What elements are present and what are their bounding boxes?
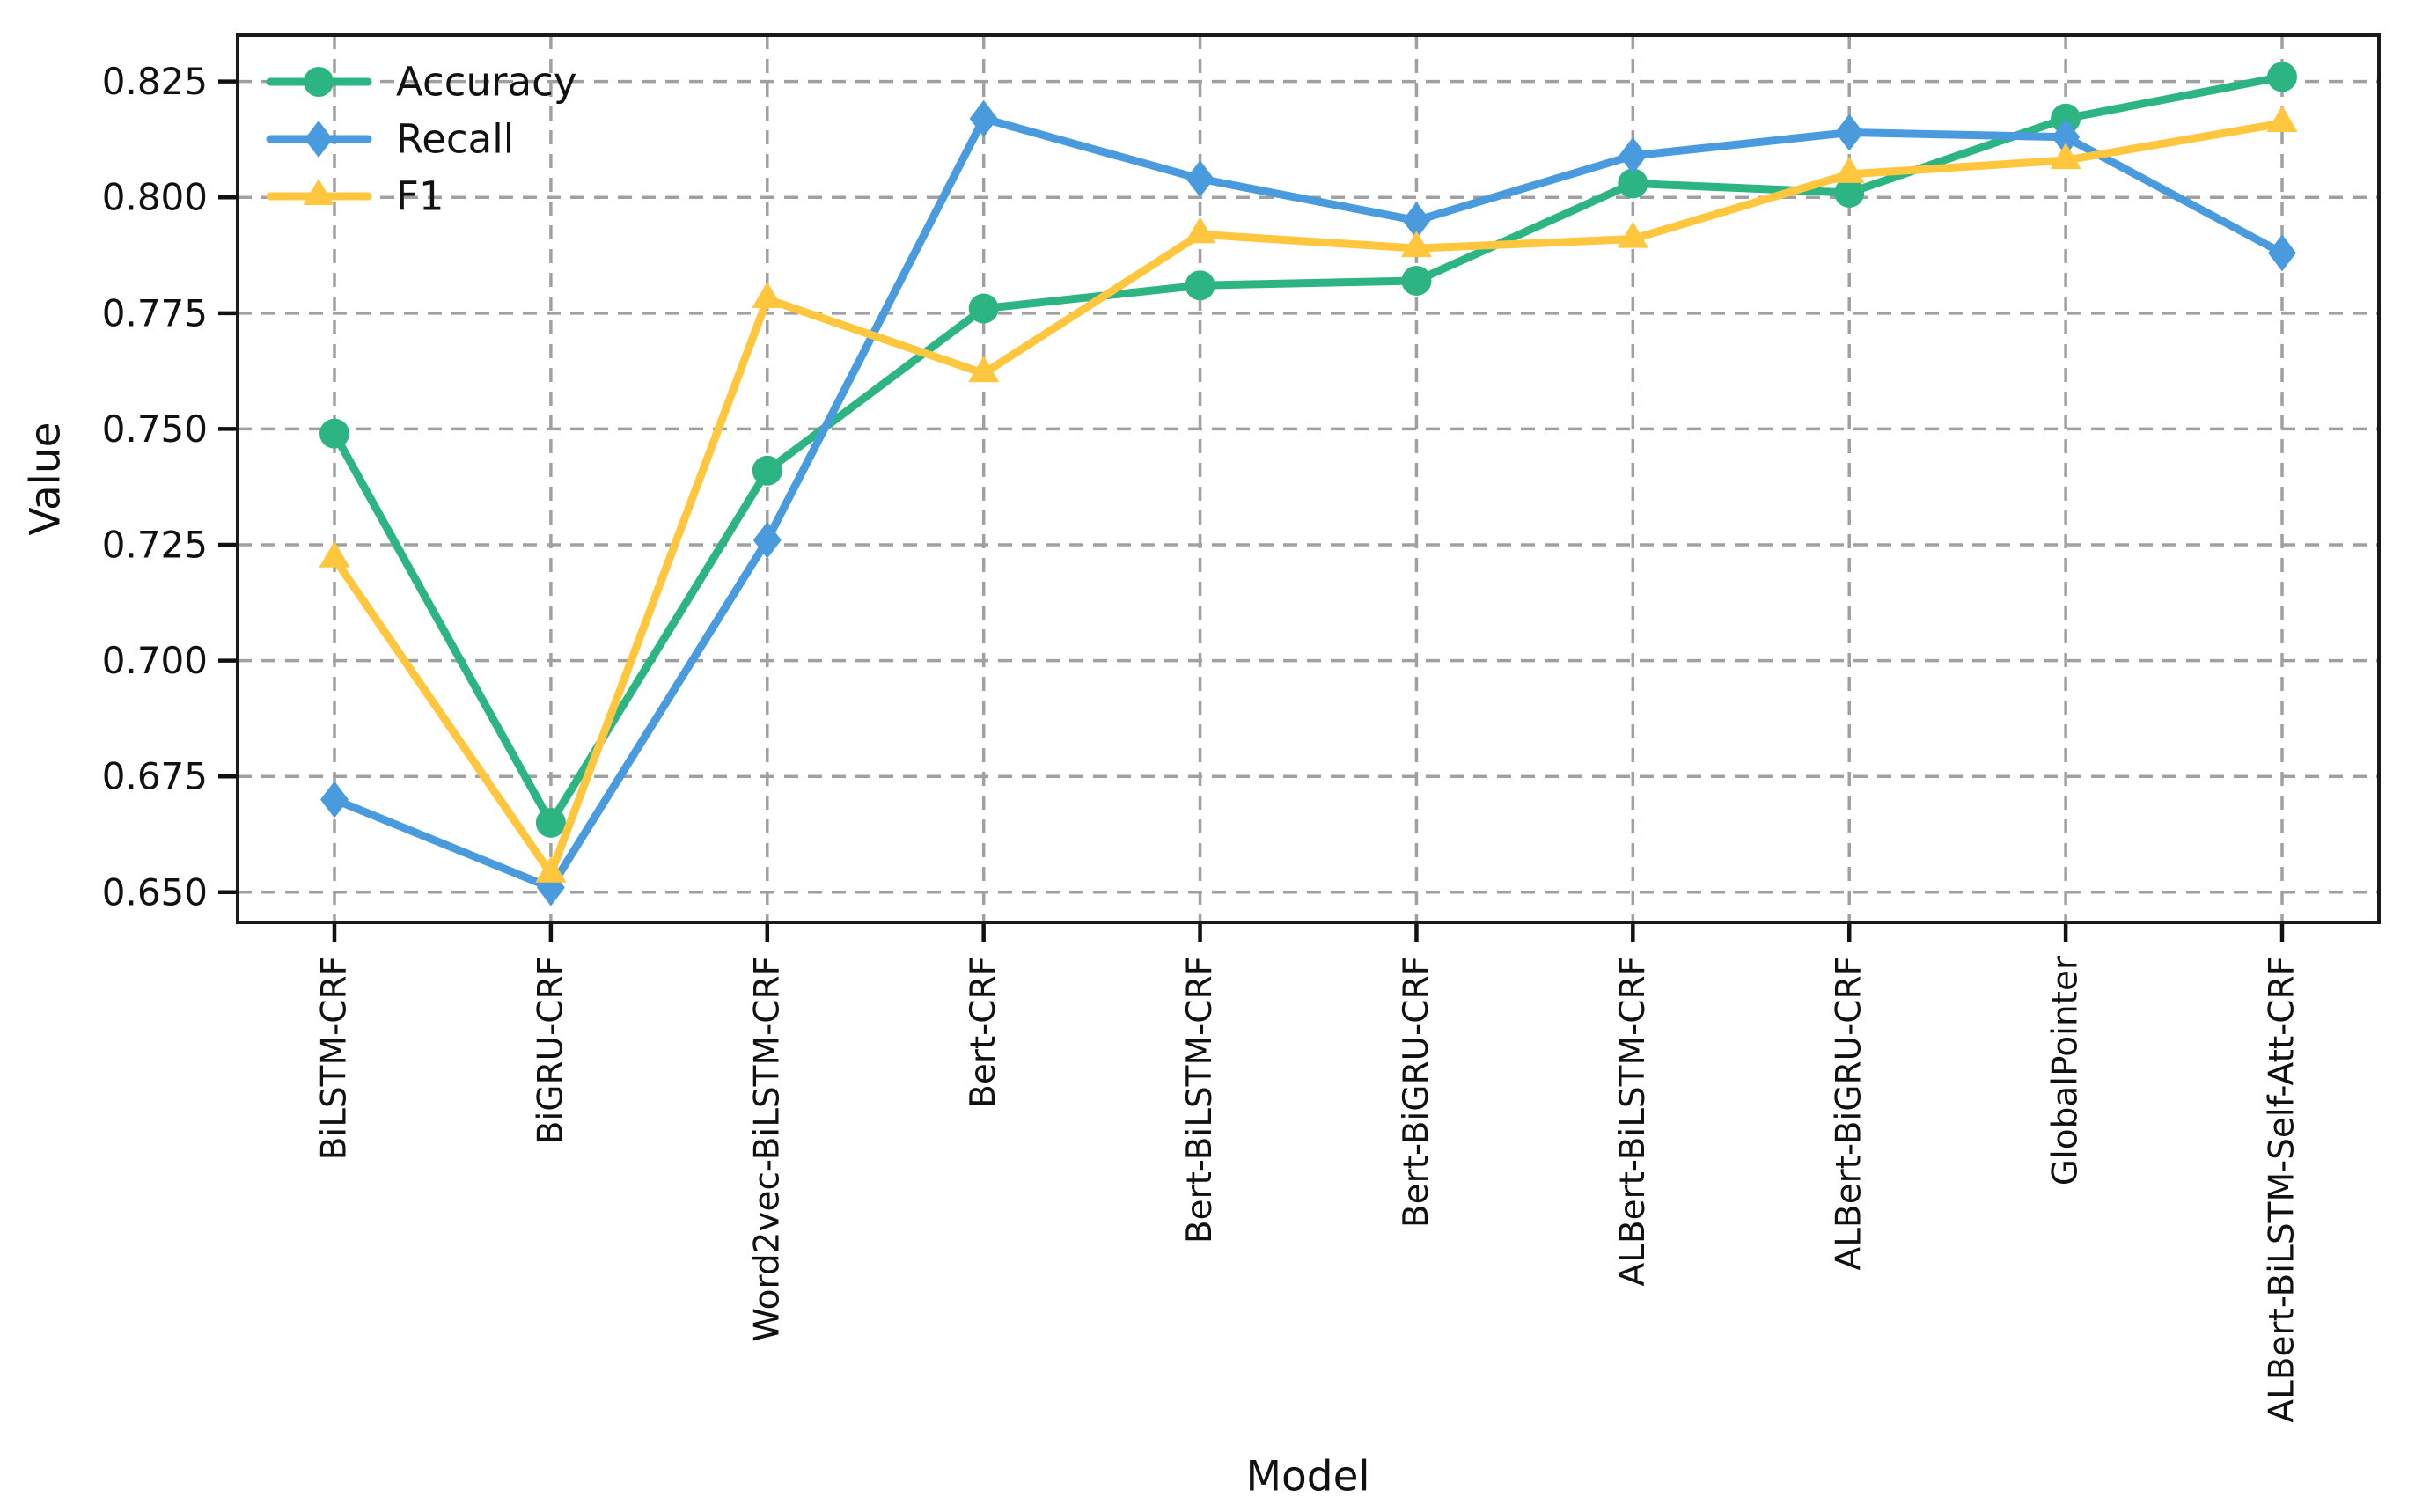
marker-recall-0 <box>320 781 349 818</box>
y-tick-label: 0.775 <box>102 291 208 334</box>
series-line-recall <box>330 114 2287 892</box>
marker-f1-5 <box>1400 231 1432 258</box>
marker-recall-9 <box>2268 234 2296 272</box>
marker-recall-4 <box>1185 160 1215 198</box>
legend-item-accuracy: Accuracy <box>266 59 576 106</box>
marker-f1-6 <box>1617 221 1648 248</box>
y-tick-label: 0.700 <box>102 639 208 682</box>
legend-label-accuracy: Accuracy <box>396 59 576 106</box>
marker-accuracy-5 <box>1401 265 1432 296</box>
marker-f1-7 <box>1833 156 1865 183</box>
y-tick-label: 0.800 <box>102 176 208 219</box>
marker-accuracy-0 <box>319 418 349 449</box>
y-tick-label: 0.750 <box>102 407 208 451</box>
y-tick-label: 0.675 <box>102 755 208 798</box>
x-tick-label: ALBert-BiLSTM-Self-Att-CRF <box>2263 956 2302 1423</box>
legend-label-f1: F1 <box>396 173 444 220</box>
marker-recall-5 <box>1402 202 1431 239</box>
x-tick-label: ALBert-BiLSTM-CRF <box>1613 956 1653 1287</box>
x-tick-label: GlobalPointer <box>2046 955 2086 1185</box>
marker-accuracy-9 <box>2267 62 2297 92</box>
marker-accuracy-6 <box>1618 168 1648 199</box>
x-tick-label: BiLSTM-CRF <box>315 956 355 1160</box>
marker-recall-2 <box>752 521 782 559</box>
marker-accuracy-2 <box>752 455 782 486</box>
plot-frame <box>236 33 2381 924</box>
series-line-accuracy <box>330 72 2287 827</box>
x-tick-label: ALBert-BiGRU-CRF <box>1830 956 1869 1270</box>
legend-marker-recall <box>305 121 333 158</box>
marker-recall-6 <box>1619 136 1648 174</box>
x-axis-title: Model <box>1245 1452 1370 1501</box>
x-tick-label: Bert-CRF <box>964 956 1003 1108</box>
marker-accuracy-3 <box>968 293 999 324</box>
x-tick-label: BiGRU-CRF <box>531 956 570 1144</box>
marker-f1-3 <box>968 356 1000 383</box>
marker-recall-7 <box>1835 114 1864 151</box>
x-tick-label: Bert-BiGRU-CRF <box>1397 956 1436 1228</box>
marker-recall-8 <box>2052 118 2081 156</box>
marker-f1-4 <box>1185 217 1216 244</box>
series-line-f1 <box>330 119 2287 878</box>
x-tick-label: Bert-BiLSTM-CRF <box>1180 956 1220 1244</box>
legend-marker-f1 <box>303 179 334 205</box>
marker-accuracy-8 <box>2051 103 2081 134</box>
y-tick-label: 0.825 <box>102 60 208 103</box>
marker-accuracy-1 <box>535 807 566 838</box>
marker-f1-8 <box>2050 143 2081 170</box>
legend-label-recall: Recall <box>396 116 514 163</box>
marker-accuracy-4 <box>1185 270 1215 301</box>
y-axis-title: Value <box>21 422 70 536</box>
legend-item-f1: F1 <box>266 173 444 220</box>
marker-f1-0 <box>319 540 350 568</box>
legend-marker-accuracy <box>304 67 334 97</box>
marker-recall-3 <box>969 99 998 137</box>
marker-accuracy-7 <box>1834 177 1865 208</box>
y-tick-label: 0.650 <box>102 870 208 914</box>
marker-f1-2 <box>752 282 783 309</box>
x-tick-label: Word2vec-BiLSTM-CRF <box>747 956 787 1342</box>
marker-f1-1 <box>535 855 567 883</box>
legend-item-recall: Recall <box>266 116 514 163</box>
y-tick-label: 0.725 <box>102 524 208 567</box>
marker-f1-9 <box>2266 106 2298 133</box>
